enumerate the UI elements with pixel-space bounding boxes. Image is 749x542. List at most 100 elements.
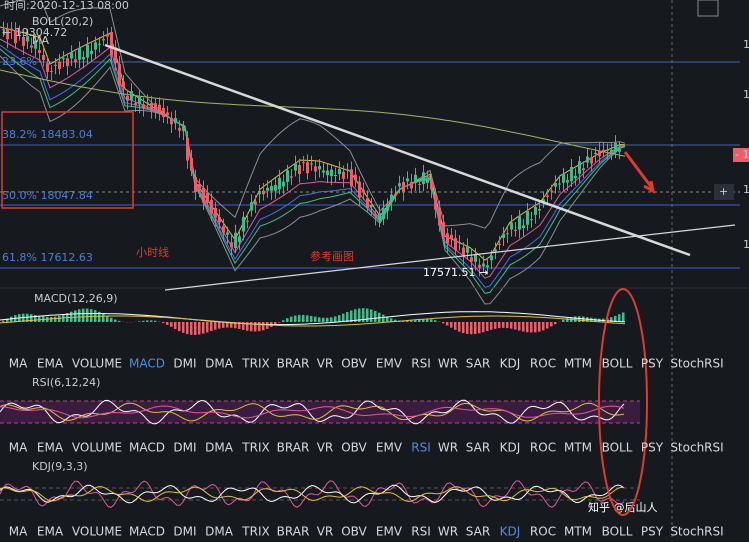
macd-bar	[206, 322, 209, 333]
indicator-tab[interactable]: DMI	[173, 525, 196, 539]
macd-bar	[466, 322, 469, 335]
indicator-tab[interactable]: WR	[438, 357, 458, 371]
indicator-tab[interactable]: WR	[438, 441, 458, 455]
indicator-tab[interactable]: TRIX	[241, 441, 269, 455]
candle-body	[394, 193, 397, 196]
indicator-tab[interactable]: MACD	[129, 525, 165, 539]
boll-label: BOLL(20,2)	[32, 15, 93, 28]
macd-bar	[614, 315, 617, 322]
indicator-tab[interactable]: VOLUME	[72, 525, 122, 539]
indicator-tab[interactable]: StochRSI	[670, 525, 723, 539]
candle-body	[298, 165, 301, 174]
indicator-tab[interactable]: WR	[438, 525, 458, 539]
indicator-tab[interactable]: BRAR	[277, 357, 310, 371]
macd-bar	[86, 308, 89, 322]
macd-bar	[450, 322, 453, 328]
candle-body	[482, 263, 485, 267]
indicator-tab[interactable]: SAR	[466, 357, 490, 371]
indicator-tab[interactable]: MTM	[564, 357, 592, 371]
crosshair-button-label: +	[719, 185, 728, 198]
candle-body	[138, 96, 141, 105]
macd-bar	[406, 320, 409, 322]
indicator-tab[interactable]: RSI	[411, 357, 431, 371]
high-marker: ← 19304.72	[2, 26, 67, 39]
indicator-tab[interactable]: VOLUME	[72, 357, 122, 371]
indicator-tab[interactable]: DMI	[173, 357, 196, 371]
indicator-tab[interactable]: StochRSI	[670, 357, 723, 371]
macd-bar	[162, 322, 165, 324]
indicator-tab[interactable]: ROC	[530, 525, 556, 539]
indicator-tab[interactable]: MACD	[129, 441, 165, 455]
indicator-tab[interactable]: VR	[317, 441, 334, 455]
macd-bar	[214, 322, 217, 330]
indicator-tab[interactable]: MA	[9, 525, 28, 539]
indicator-tab[interactable]: KDJ	[500, 357, 521, 371]
indicator-tab[interactable]: RSI	[411, 525, 431, 539]
indicator-tab[interactable]: MA	[9, 441, 28, 455]
macd-bar	[390, 318, 393, 322]
indicator-tab[interactable]: DMI	[173, 441, 196, 455]
indicator-tab[interactable]: BRAR	[277, 525, 310, 539]
indicator-tab[interactable]: VOLUME	[72, 441, 122, 455]
candle-body	[558, 183, 561, 185]
axis-label: 1	[743, 88, 749, 101]
indicator-tab[interactable]: EMA	[37, 357, 64, 371]
settings-icon[interactable]	[697, 0, 719, 17]
candle-body	[18, 32, 21, 34]
indicator-tab[interactable]: MACD	[129, 357, 165, 371]
indicator-tab[interactable]: SAR	[466, 441, 490, 455]
indicator-tab[interactable]: BOLL	[602, 441, 633, 455]
indicator-tab[interactable]: RSI	[411, 441, 431, 455]
macd-bar	[6, 318, 9, 322]
indicator-tab[interactable]: EMV	[376, 357, 403, 371]
indicator-tab[interactable]: PSY	[641, 525, 664, 539]
macd-bar	[154, 320, 157, 322]
indicator-tab[interactable]: EMV	[376, 441, 403, 455]
macd-bar	[506, 322, 509, 329]
indicator-tab[interactable]: KDJ	[500, 441, 521, 455]
indicator-tab[interactable]: DMA	[205, 441, 234, 455]
indicator-tab[interactable]: EMV	[376, 525, 403, 539]
indicator-tab[interactable]: OBV	[341, 441, 367, 455]
indicator-tab[interactable]: TRIX	[241, 525, 269, 539]
indicator-tab[interactable]: ROC	[530, 441, 556, 455]
macd-bar	[362, 308, 365, 322]
indicator-tab[interactable]: EMA	[37, 441, 64, 455]
indicator-tab[interactable]: MTM	[564, 525, 592, 539]
indicator-tab[interactable]: MTM	[564, 441, 592, 455]
indicator-tab[interactable]: DMA	[205, 357, 234, 371]
candle-body	[542, 199, 545, 203]
macd-bar	[358, 308, 361, 322]
indicator-tab[interactable]: PSY	[641, 357, 664, 371]
indicator-tab[interactable]: StochRSI	[670, 441, 723, 455]
indicator-tab[interactable]: VR	[317, 357, 334, 371]
indicator-tab[interactable]: TRIX	[241, 357, 269, 371]
macd-bar	[230, 322, 233, 328]
indicator-tab[interactable]: ROC	[530, 357, 556, 371]
candle-body	[374, 214, 377, 217]
candle-body	[386, 204, 389, 211]
indicator-tab[interactable]: OBV	[341, 525, 367, 539]
indicator-tab[interactable]: PSY	[641, 441, 664, 455]
macd-bar	[554, 322, 557, 325]
indicator-tab[interactable]: MA	[9, 357, 28, 371]
indicator-tab[interactable]: OBV	[341, 357, 367, 371]
indicator-tab[interactable]: DMA	[205, 525, 234, 539]
indicator-tab[interactable]: VR	[317, 525, 334, 539]
macd-bar	[266, 322, 269, 329]
indicator-tab[interactable]: EMA	[37, 525, 64, 539]
indicator-tab[interactable]: BOLL	[602, 357, 633, 371]
candle-body	[54, 64, 57, 66]
candle-body	[438, 208, 441, 226]
kdj-title: KDJ(9,3,3)	[32, 460, 88, 473]
candle-body	[302, 162, 305, 164]
candle-body	[90, 50, 93, 55]
candle-body	[330, 169, 333, 177]
indicator-tab[interactable]: KDJ	[500, 525, 521, 539]
indicator-tab[interactable]: BRAR	[277, 441, 310, 455]
indicator-tab[interactable]: BOLL	[602, 525, 633, 539]
red-arrow	[623, 151, 656, 194]
indicator-tab[interactable]: SAR	[466, 525, 490, 539]
crosshair-button[interactable]	[714, 184, 734, 200]
